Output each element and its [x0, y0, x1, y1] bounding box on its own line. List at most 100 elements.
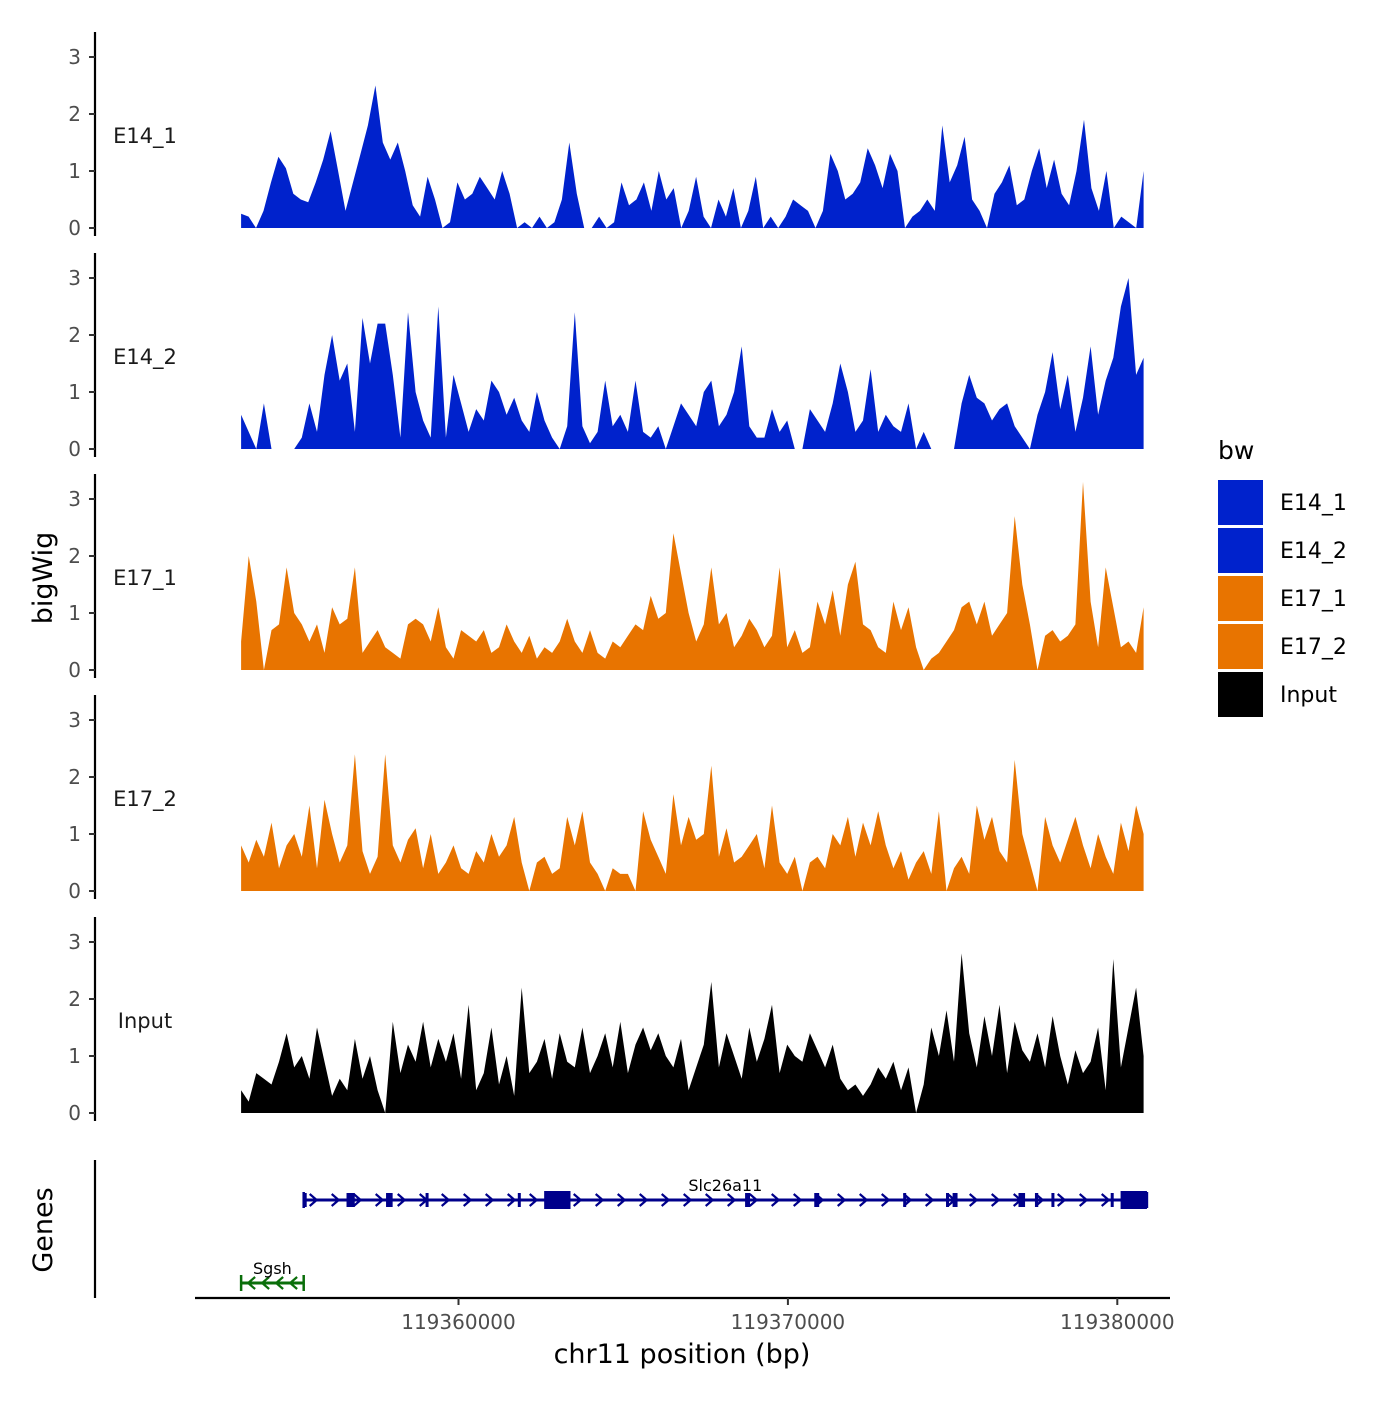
legend-swatch — [1218, 480, 1263, 525]
y-tick-label: 2 — [68, 544, 81, 568]
legend-title: bw — [1218, 436, 1254, 465]
strand-arrow — [352, 1193, 363, 1207]
track-label: E17_2 — [113, 787, 177, 812]
strand-arrow — [924, 1193, 935, 1207]
y-tick-label: 1 — [68, 380, 81, 404]
legend-entry-input: Input — [1218, 672, 1337, 717]
strand-arrow — [792, 1193, 803, 1207]
strand-arrow — [308, 1193, 319, 1207]
legend-swatch — [1218, 624, 1263, 669]
exon — [303, 1193, 307, 1207]
x-tick-label: 119360000 — [401, 1310, 516, 1334]
strand-arrow — [616, 1193, 627, 1207]
genes-axis-title: Genes — [28, 1187, 59, 1272]
legend-swatch — [1218, 672, 1263, 717]
y-tick-label: 3 — [68, 487, 81, 511]
track-input: 0 1 2 3 Input — [68, 917, 1144, 1125]
strand-arrow — [528, 1193, 539, 1207]
legend-swatch — [1218, 576, 1263, 621]
exon — [386, 1193, 393, 1207]
x-axis-title: chr11 position (bp) — [554, 1339, 811, 1370]
exon — [346, 1193, 355, 1207]
strand-arrow — [726, 1193, 737, 1207]
strand-arrow — [260, 1276, 270, 1290]
legend-swatch — [1218, 528, 1263, 573]
signal-tracks: 0 1 2 3 E14_1 0 1 2 3 E14_2 0 1 2 3 E17_1 0 1 2 3 E17_2 0 1 2 3… — [68, 32, 1144, 1125]
strand-arrow — [770, 1193, 781, 1207]
y-tick-label: 2 — [68, 323, 81, 347]
strand-arrow — [374, 1193, 385, 1207]
strand-arrow — [462, 1193, 473, 1207]
gene-name-label: Sgsh — [253, 1259, 292, 1278]
exon — [903, 1193, 907, 1207]
legend: bw E14_1 E14_2 E17_1 E17_2 Input — [1218, 436, 1347, 717]
strand-arrow — [660, 1193, 671, 1207]
x-tick-label: 119380000 — [1060, 1310, 1175, 1334]
y-axis-title: bigWig — [28, 532, 59, 625]
gene-name-label: Slc26a11 — [688, 1176, 762, 1195]
signal-area-input — [241, 953, 1144, 1113]
strand-arrow — [858, 1193, 869, 1207]
strand-arrow — [288, 1276, 298, 1290]
track-e17-2: 0 1 2 3 E17_2 — [68, 695, 1144, 903]
strand-arrow — [968, 1193, 979, 1207]
exon — [745, 1193, 751, 1207]
exon — [946, 1193, 950, 1207]
strand-arrow — [748, 1193, 759, 1207]
y-tick-label: 0 — [68, 216, 81, 240]
exon — [1034, 1193, 1039, 1207]
x-axis: 119360000 119370000 119380000 — [195, 1296, 1175, 1334]
track-label: Input — [118, 1009, 172, 1033]
exon — [952, 1193, 958, 1207]
legend-label: E17_2 — [1280, 635, 1347, 660]
y-tick-label: 3 — [68, 708, 81, 732]
strand-arrow — [246, 1276, 256, 1290]
genes-panel: Sgsh Slc26a11 — [93, 1160, 1149, 1298]
legend-entry-e14-2: E14_2 — [1218, 528, 1347, 573]
signal-area-e17-2 — [241, 754, 1144, 891]
legend-entry-e17-1: E17_1 — [1218, 576, 1347, 621]
legend-label: E17_1 — [1280, 587, 1347, 612]
y-tick-label: 3 — [68, 930, 81, 954]
y-tick-label: 0 — [68, 437, 81, 461]
track-label: E14_2 — [113, 345, 177, 370]
track-e14-2: 0 1 2 3 E14_2 — [68, 253, 1144, 461]
exon — [544, 1191, 571, 1209]
strand-arrow — [704, 1193, 715, 1207]
strand-arrow — [396, 1193, 407, 1207]
exon — [425, 1193, 429, 1207]
y-tick-label: 3 — [68, 45, 81, 69]
y-tick-label: 0 — [68, 1101, 81, 1125]
exon — [1120, 1191, 1147, 1209]
y-tick-label: 1 — [68, 159, 81, 183]
track-e17-1: 0 1 2 3 E17_1 — [68, 474, 1144, 682]
legend-entry-e14-1: E14_1 — [1218, 480, 1347, 525]
strand-arrow — [484, 1193, 495, 1207]
strand-arrow — [572, 1193, 583, 1207]
strand-arrow — [1100, 1193, 1111, 1207]
strand-arrow — [682, 1193, 693, 1207]
y-tick-label: 2 — [68, 987, 81, 1011]
signal-area-e17-1 — [241, 481, 1144, 670]
strand-arrow — [638, 1193, 649, 1207]
exon — [1051, 1193, 1055, 1207]
strand-arrow — [594, 1193, 605, 1207]
legend-label: Input — [1280, 683, 1337, 708]
gene-slc26a11: Slc26a11 — [302, 1176, 1149, 1209]
strand-arrow — [990, 1193, 1001, 1207]
y-tick-label: 0 — [68, 658, 81, 682]
y-tick-label: 3 — [68, 266, 81, 290]
legend-entry-e17-2: E17_2 — [1218, 624, 1347, 669]
y-tick-label: 1 — [68, 601, 81, 625]
strand-arrow — [440, 1193, 451, 1207]
gene-sgsh: Sgsh — [239, 1259, 305, 1291]
strand-arrow — [330, 1193, 341, 1207]
strand-arrow — [1078, 1193, 1089, 1207]
y-tick-label: 0 — [68, 879, 81, 903]
legend-label: E14_1 — [1280, 491, 1347, 516]
exon — [814, 1193, 820, 1207]
signal-area-e14-2 — [241, 278, 1144, 449]
strand-arrow — [1056, 1193, 1067, 1207]
y-tick-label: 2 — [68, 102, 81, 126]
